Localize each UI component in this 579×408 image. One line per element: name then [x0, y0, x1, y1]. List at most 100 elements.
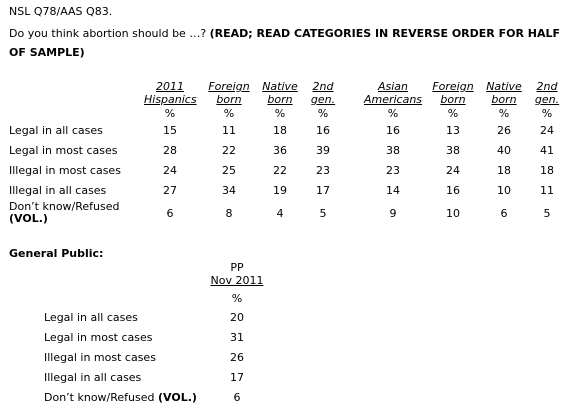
col-header-asian-foreign-born: Foreign born [431, 80, 475, 106]
col-header-2011-hispanics: 2011 Hispanics [144, 80, 197, 106]
table-cell: 34 [222, 184, 236, 197]
gp-header-line1: PP [230, 261, 244, 274]
col-header-line2: gen. [534, 93, 560, 106]
table-cell: 23 [316, 164, 330, 177]
table-cell: 18 [497, 164, 511, 177]
pct-symbol: % [317, 107, 329, 120]
table-cell: 39 [316, 144, 330, 157]
gp-row-label-suffix: (VOL.) [158, 391, 197, 404]
question-instruction: (READ; READ CATEGORIES IN REVERSE ORDER … [9, 27, 561, 59]
table-cell: 11 [540, 184, 554, 197]
table-cell: 41 [540, 144, 554, 157]
pct-symbol: % [164, 107, 176, 120]
table-cell: 24 [540, 124, 554, 137]
col-header-line1: 2nd [312, 80, 334, 93]
table-cell: 38 [446, 144, 460, 157]
table-cell: 5 [543, 207, 551, 220]
table-cell: 27 [163, 184, 177, 197]
pct-symbol: % [274, 107, 286, 120]
col-header-asian-2nd-gen: 2nd gen. [532, 80, 562, 106]
gp-row-label-text: Legal in most cases [44, 331, 153, 344]
col-header-asian-native-born: Native born [484, 80, 524, 106]
table-cell: 26 [497, 124, 511, 137]
col-header-hisp-native-born: Native born [260, 80, 300, 106]
table-cell: 40 [497, 144, 511, 157]
col-header-line2: born [267, 93, 293, 106]
gp-row-label: Legal in all cases [44, 311, 138, 324]
col-header-line2: Hispanics [144, 93, 197, 106]
table-cell: 9 [389, 207, 397, 220]
gp-row-label: Illegal in all cases [44, 371, 141, 384]
col-header-line1: Asian [377, 80, 409, 93]
table-cell: 28 [163, 144, 177, 157]
gp-table-cell: 26 [230, 351, 244, 364]
col-header-line2: born [491, 93, 517, 106]
question-id: NSL Q78/AAS Q83. [9, 5, 113, 18]
table-cell: 24 [446, 164, 460, 177]
gp-table-cell: 31 [230, 331, 244, 344]
gp-row-label-text: Illegal in most cases [44, 351, 156, 364]
table-cell: 23 [386, 164, 400, 177]
gp-row-label-text: Illegal in all cases [44, 371, 142, 384]
col-header-line2: born [216, 93, 242, 106]
table-cell: 24 [163, 164, 177, 177]
gp-row-label-text: Don’t know/Refused [44, 391, 155, 404]
row-label-text: Legal in all cases [9, 124, 103, 137]
gp-row-label: Don’t know/Refused (VOL.) [44, 391, 197, 404]
row-label: Legal in most cases [9, 144, 118, 157]
row-label-text: Illegal in most cases [9, 164, 121, 177]
row-label-text: Legal in most cases [9, 144, 118, 157]
row-label: Illegal in most cases [9, 164, 121, 177]
gp-pct-symbol: % [231, 292, 243, 305]
col-header-line2: born [440, 93, 466, 106]
row-label-text: Don’t know/Refused [9, 200, 120, 213]
table-cell: 19 [273, 184, 287, 197]
row-label: Illegal in all cases [9, 184, 106, 197]
row-label: Don’t know/Refused (VOL.) [9, 201, 120, 225]
table-cell: 13 [446, 124, 460, 137]
pct-symbol: % [387, 107, 399, 120]
table-cell: 15 [163, 124, 177, 137]
question-text: Do you think abortion should be …? (READ… [9, 24, 579, 62]
col-header-line2: gen. [310, 93, 336, 106]
col-header-line1: 2011 [156, 80, 184, 93]
table-cell: 36 [273, 144, 287, 157]
col-header-line1: 2nd [536, 80, 558, 93]
table-cell: 4 [276, 207, 284, 220]
general-public-title: General Public: [9, 247, 104, 260]
table-cell: 8 [225, 207, 233, 220]
table-cell: 11 [222, 124, 236, 137]
row-label: Legal in all cases [9, 124, 103, 137]
gp-table-cell: 17 [230, 371, 244, 384]
table-cell: 14 [386, 184, 400, 197]
table-cell: 17 [316, 184, 330, 197]
col-header-hisp-foreign-born: Foreign born [207, 80, 251, 106]
col-header-line1: Native [262, 80, 298, 93]
col-header-line1: Foreign [432, 80, 474, 93]
table-cell: 18 [273, 124, 287, 137]
gp-table-cell: 6 [233, 391, 241, 404]
question-body: Do you think abortion should be …? [9, 27, 207, 40]
gp-row-label: Legal in most cases [44, 331, 153, 344]
pct-symbol: % [223, 107, 235, 120]
table-cell: 16 [386, 124, 400, 137]
row-label-suffix: (VOL.) [9, 212, 48, 225]
row-label-text: Illegal in all cases [9, 184, 107, 197]
pct-symbol: % [541, 107, 553, 120]
table-cell: 38 [386, 144, 400, 157]
pct-symbol: % [498, 107, 510, 120]
table-cell: 6 [500, 207, 508, 220]
table-cell: 5 [319, 207, 327, 220]
gp-table-cell: 20 [230, 311, 244, 324]
table-cell: 10 [446, 207, 460, 220]
table-cell: 22 [222, 144, 236, 157]
table-cell: 18 [540, 164, 554, 177]
gp-row-label: Illegal in most cases [44, 351, 156, 364]
col-header-asian-americans: Asian Americans [362, 80, 424, 106]
gp-header-line2: Nov 2011 [210, 274, 264, 287]
gp-row-label-text: Legal in all cases [44, 311, 138, 324]
col-header-line1: Foreign [208, 80, 250, 93]
gp-col-header: PP Nov 2011 [204, 261, 270, 287]
table-cell: 6 [166, 207, 174, 220]
table-cell: 10 [497, 184, 511, 197]
